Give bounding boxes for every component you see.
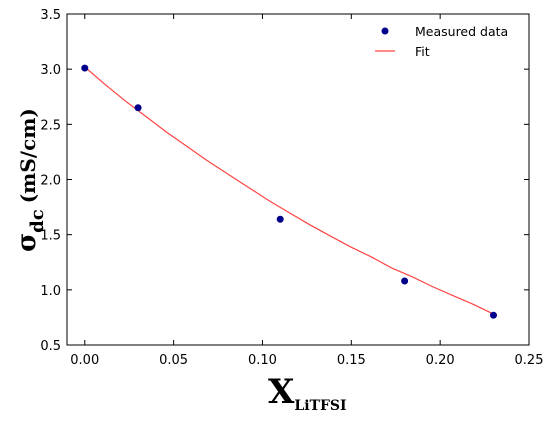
legend-marker-measured [381, 27, 389, 35]
x-axis-label-symbol: X [268, 372, 295, 412]
legend: Measured data Fit [375, 24, 508, 59]
x-axis-label: XLiTFSI [268, 372, 347, 414]
x-tick-label: 0.20 [426, 353, 455, 368]
y-tick-label: 2.5 [40, 118, 61, 133]
y-tick-label: 1.5 [40, 229, 61, 244]
y-tick-label: 3.5 [40, 8, 61, 23]
y-tick-label: 1.0 [40, 284, 61, 299]
x-tick-label: 0.00 [70, 353, 99, 368]
x-tick-label: 0.05 [159, 353, 188, 368]
data-point [401, 277, 409, 285]
fit-line [84, 66, 494, 315]
data-point [134, 104, 142, 112]
y-axis-label: σdc (mS/cm) [12, 108, 48, 252]
series-layer [81, 64, 497, 319]
plot-frame [66, 13, 530, 346]
y-tick-label: 2.0 [40, 174, 61, 189]
data-point [81, 64, 89, 72]
x-tick-label: 0.10 [248, 353, 277, 368]
x-tick-label: 0.25 [515, 353, 544, 368]
y-axis-label-symbol: σ [12, 233, 42, 252]
legend-label-measured: Measured data [415, 24, 508, 39]
y-tick-label: 0.5 [40, 339, 61, 354]
y-axis-label-subscript: dc [27, 209, 48, 233]
x-tick-label: 0.15 [337, 353, 366, 368]
legend-label-fit: Fit [415, 44, 430, 59]
data-point [276, 215, 284, 223]
y-tick-label: 3.0 [40, 63, 61, 78]
ticks-layer: 0.00 0.05 0.10 0.15 0.20 0.25 0.5 1.0 1.5 2.0 2.5 3… [40, 8, 543, 368]
data-point [489, 311, 497, 319]
y-axis-label-unit: (mS/cm) [16, 108, 40, 203]
x-axis-label-subscript: LiTFSI [294, 398, 346, 414]
